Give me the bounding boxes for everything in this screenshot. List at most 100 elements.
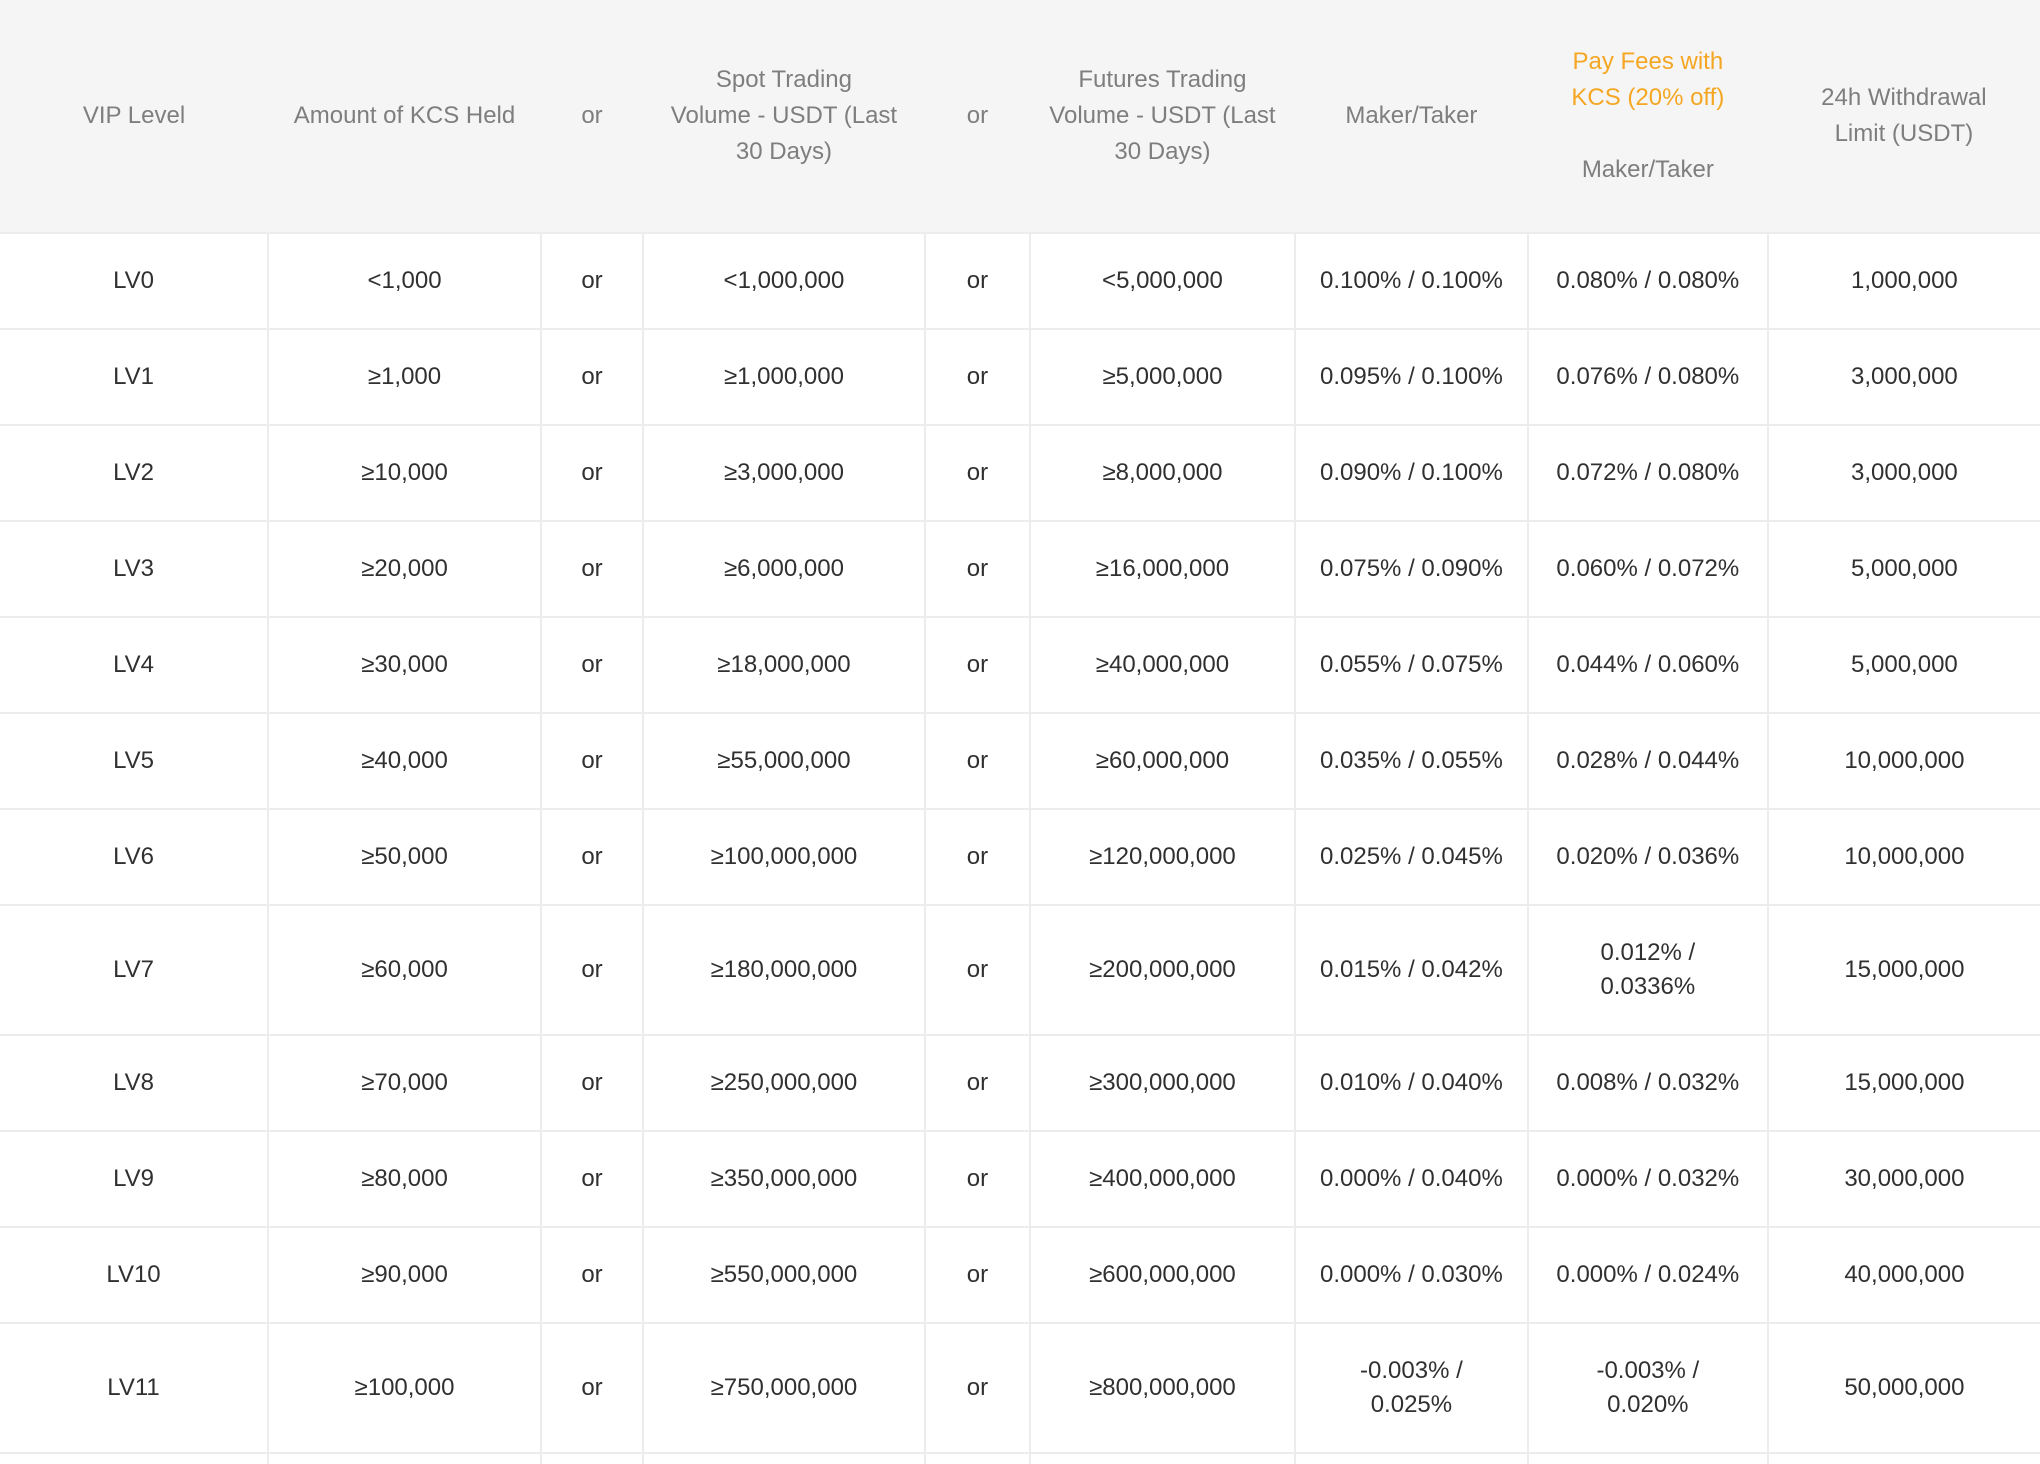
cell-withdrawal-limit: 40,000,000 — [1766, 1226, 2040, 1323]
header-or-2: or — [966, 102, 989, 129]
cell-kcs-fee: 0.076% / 0.080% — [1526, 328, 1768, 425]
table-row: LV3 ≥20,000 or ≥6,000,000 or ≥16,000,000… — [0, 520, 2040, 617]
cell-or-1: or — [539, 904, 643, 1035]
table-row: LV2 ≥10,000 or ≥3,000,000 or ≥8,000,000 … — [0, 424, 2040, 521]
cell-kcs-fee: 0.000% / 0.024% — [1526, 1226, 1768, 1323]
table-row: LV11 ≥100,000 or ≥750,000,000 or ≥800,00… — [0, 1322, 2040, 1453]
table-row: LV4 ≥30,000 or ≥18,000,000 or ≥40,000,00… — [0, 616, 2040, 713]
cell-kcs-held: ≥100,000 — [267, 1322, 541, 1453]
header-withdrawal-limit: 24h Withdrawal Limit (USDT) — [1821, 84, 1987, 147]
cell-or-2: or — [923, 520, 1030, 617]
cell-maker-taker: 0.000% / 0.030% — [1293, 1226, 1528, 1323]
cell-spot-volume: <1,000,000 — [641, 232, 925, 329]
cell-spot-volume: ≥750,000,000 — [641, 1322, 925, 1453]
cell-futures-volume: ≥16,000,000 — [1028, 520, 1295, 617]
cell-or-2: or — [923, 616, 1030, 713]
cell-spot-volume: ≥350,000,000 — [641, 1130, 925, 1227]
cell-or-2: or — [923, 1452, 1030, 1464]
cell-vip-level: LV1 — [0, 328, 269, 425]
cell-or-2: or — [923, 1226, 1030, 1323]
cell-vip-level: LV7 — [0, 904, 269, 1035]
header-pay-fees-sub-label: Maker/Taker — [1581, 156, 1714, 183]
header-pay-fees-with-kcs: Pay Fees with KCS (20% off) Maker/Taker — [1528, 0, 1768, 233]
cell-withdrawal-limit: 5,000,000 — [1766, 520, 2040, 617]
cell-withdrawal-limit: 1,000,000 — [1766, 232, 2040, 329]
cell-maker-taker: 0.100% / 0.100% — [1293, 232, 1528, 329]
header-row: VIP Level Amount of KCS Held or Spot Tra… — [0, 0, 2040, 233]
cell-maker-taker: 0.090% / 0.100% — [1293, 424, 1528, 521]
table-row: LV8 ≥70,000 or ≥250,000,000 or ≥300,000,… — [0, 1034, 2040, 1131]
cell-spot-volume: ≥950,000,000 — [641, 1452, 925, 1464]
cell-vip-level: LV11 — [0, 1322, 269, 1453]
header-maker-taker: Maker/Taker — [1345, 102, 1478, 129]
cell-vip-level: LV12 — [0, 1452, 269, 1464]
header-spot-volume: Spot Trading Volume - USDT (Last 30 Days… — [670, 66, 898, 165]
cell-or-1: or — [539, 808, 643, 905]
table-row: LV5 ≥40,000 or ≥55,000,000 or ≥60,000,00… — [0, 712, 2040, 809]
cell-kcs-fee: 0.028% / 0.044% — [1526, 712, 1768, 809]
cell-withdrawal-limit: 15,000,000 — [1766, 1034, 2040, 1131]
table-row: LV12 ≥150,000 or ≥950,000,000 or ≥1,000,… — [0, 1452, 2040, 1464]
header-futures-volume: Futures Trading Volume - USDT (Last 30 D… — [1049, 66, 1276, 165]
cell-kcs-held: ≥30,000 — [267, 616, 541, 713]
cell-vip-level: LV3 — [0, 520, 269, 617]
cell-futures-volume: ≥600,000,000 — [1028, 1226, 1295, 1323]
cell-withdrawal-limit: 10,000,000 — [1766, 808, 2040, 905]
cell-or-2: or — [923, 424, 1030, 521]
cell-kcs-held: ≥10,000 — [267, 424, 541, 521]
cell-kcs-held: ≥50,000 — [267, 808, 541, 905]
cell-or-1: or — [539, 520, 643, 617]
cell-or-2: or — [923, 1322, 1030, 1453]
cell-withdrawal-limit: 15,000,000 — [1766, 904, 2040, 1035]
cell-withdrawal-limit: 3,000,000 — [1766, 328, 2040, 425]
cell-futures-volume: ≥300,000,000 — [1028, 1034, 1295, 1131]
cell-maker-taker: 0.075% / 0.090% — [1293, 520, 1528, 617]
cell-or-1: or — [539, 424, 643, 521]
cell-vip-level: LV10 — [0, 1226, 269, 1323]
header-or-1: or — [581, 102, 603, 129]
cell-maker-taker: 0.025% / 0.045% — [1293, 808, 1528, 905]
cell-kcs-fee: 0.080% / 0.080% — [1526, 232, 1768, 329]
cell-kcs-fee: 0.000% / 0.032% — [1526, 1130, 1768, 1227]
cell-spot-volume: ≥180,000,000 — [641, 904, 925, 1035]
cell-maker-taker: 0.035% / 0.055% — [1293, 712, 1528, 809]
cell-kcs-fee: 0.044% / 0.060% — [1526, 616, 1768, 713]
cell-futures-volume: ≥400,000,000 — [1028, 1130, 1295, 1227]
cell-futures-volume: ≥800,000,000 — [1028, 1322, 1295, 1453]
cell-kcs-held: ≥150,000 — [267, 1452, 541, 1464]
header-kcs-held: Amount of KCS Held — [293, 102, 516, 129]
cell-spot-volume: ≥100,000,000 — [641, 808, 925, 905]
cell-or-2: or — [923, 1130, 1030, 1227]
cell-maker-taker: 0.055% / 0.075% — [1293, 616, 1528, 713]
header-pay-fees-accent-label: Pay Fees with KCS (20% off) — [1571, 48, 1725, 111]
cell-or-1: or — [539, 232, 643, 329]
cell-withdrawal-limit: 60,000,000 — [1766, 1452, 2040, 1464]
cell-spot-volume: ≥1,000,000 — [641, 328, 925, 425]
cell-spot-volume: ≥3,000,000 — [641, 424, 925, 521]
cell-or-1: or — [539, 1034, 643, 1131]
cell-vip-level: LV2 — [0, 424, 269, 521]
cell-spot-volume: ≥18,000,000 — [641, 616, 925, 713]
cell-futures-volume: ≥200,000,000 — [1028, 904, 1295, 1035]
cell-kcs-held: ≥80,000 — [267, 1130, 541, 1227]
table-row: LV9 ≥80,000 or ≥350,000,000 or ≥400,000,… — [0, 1130, 2040, 1227]
cell-maker-taker: 0.010% / 0.040% — [1293, 1034, 1528, 1131]
cell-withdrawal-limit: 3,000,000 — [1766, 424, 2040, 521]
cell-kcs-held: ≥90,000 — [267, 1226, 541, 1323]
cell-futures-volume: ≥40,000,000 — [1028, 616, 1295, 713]
cell-or-2: or — [923, 1034, 1030, 1131]
cell-withdrawal-limit: 5,000,000 — [1766, 616, 2040, 713]
cell-futures-volume: ≥120,000,000 — [1028, 808, 1295, 905]
cell-kcs-fee: -0.003% / 0.020% — [1526, 1322, 1768, 1453]
cell-or-1: or — [539, 1452, 643, 1464]
cell-spot-volume: ≥6,000,000 — [641, 520, 925, 617]
cell-kcs-held: ≥40,000 — [267, 712, 541, 809]
cell-kcs-held: ≥20,000 — [267, 520, 541, 617]
cell-spot-volume: ≥250,000,000 — [641, 1034, 925, 1131]
cell-futures-volume: ≥60,000,000 — [1028, 712, 1295, 809]
cell-vip-level: LV6 — [0, 808, 269, 905]
cell-or-1: or — [539, 616, 643, 713]
table-body: LV0 <1,000 or <1,000,000 or <5,000,000 0… — [0, 232, 2040, 1464]
table-row: LV0 <1,000 or <1,000,000 or <5,000,000 0… — [0, 232, 2040, 329]
cell-vip-level: LV5 — [0, 712, 269, 809]
